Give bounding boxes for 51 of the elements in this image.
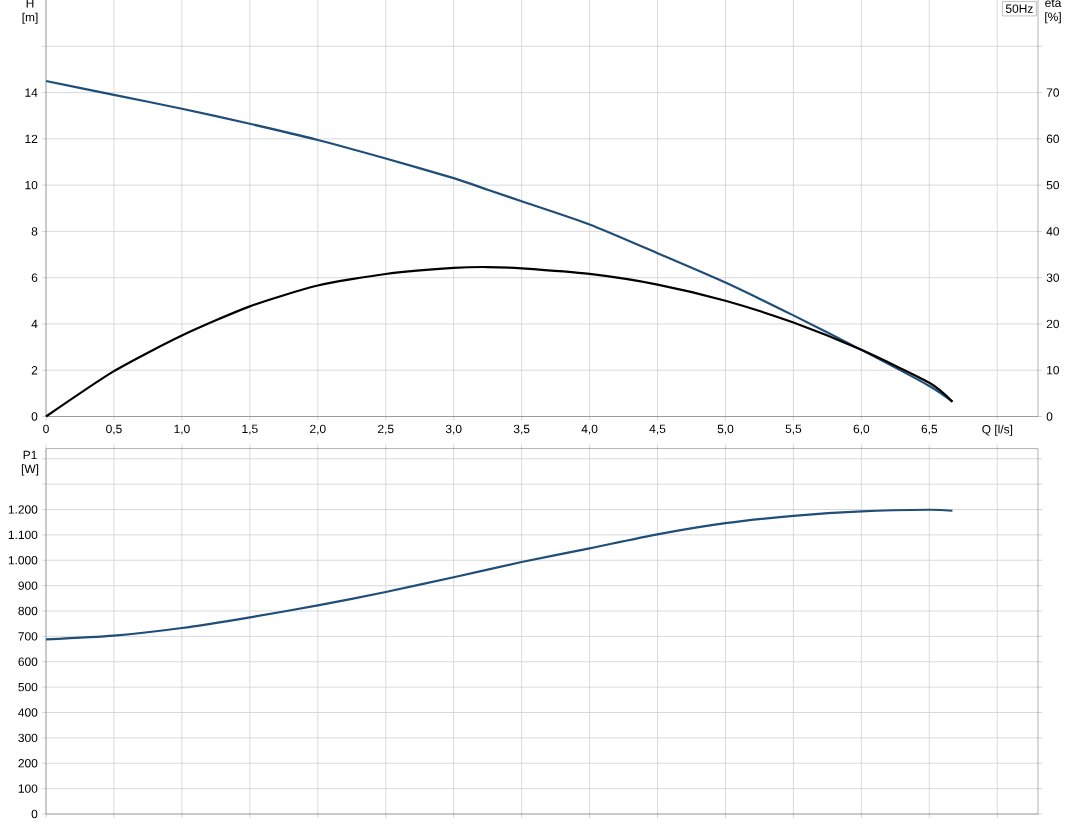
y-tick-label: 0 (31, 412, 38, 421)
x-tick-label: 4,0 (581, 424, 598, 435)
x-tick-label: 1,5 (242, 424, 258, 435)
y-tick-label: 100 (18, 784, 38, 793)
y-tick-label: 6 (31, 273, 38, 282)
line-series (44, 265, 954, 418)
x-tick-label: 2,0 (310, 424, 326, 435)
annotation: 50Hz (1005, 4, 1033, 13)
y-axis-title: H [m] (22, 0, 38, 24)
y-tick-label: 2 (31, 366, 38, 375)
y2-tick-label: 0 (1046, 412, 1053, 421)
y2-tick-label: 40 (1046, 227, 1060, 236)
x-tick-label: 1,0 (174, 424, 190, 435)
y-tick-label: 0 (31, 809, 38, 819)
y-tick-label: 700 (18, 632, 38, 641)
y-tick-label: 400 (18, 708, 38, 717)
y-tick-label: 800 (18, 606, 38, 616)
y-tick-label: 1.100 (8, 530, 38, 540)
y-tick-label: 12 (25, 134, 38, 144)
y2-tick-label: 70 (1046, 88, 1060, 97)
y-tick-label: 600 (18, 657, 38, 666)
y-tick-label: 10 (25, 180, 38, 190)
y-tick-label: 8 (31, 227, 38, 236)
x-tick-label: 3,0 (445, 424, 462, 435)
line-series (44, 79, 954, 403)
y-tick-label: 300 (18, 733, 38, 743)
y-tick-label: 1.000 (8, 556, 38, 565)
y2-tick-label: 60 (1046, 134, 1060, 144)
y-tick-label: 500 (18, 682, 38, 692)
x-tick-label: 3,5 (513, 424, 530, 435)
y-tick-label: 14 (25, 88, 38, 97)
x-tick-label: 6,0 (853, 424, 870, 435)
y2-tick-label: 50 (1046, 180, 1060, 190)
y-tick-label: 200 (18, 759, 38, 768)
y2-tick-label: 10 (1047, 366, 1060, 375)
x-tick-label: 5,0 (717, 424, 734, 435)
x-tick-label: 0,5 (106, 424, 122, 435)
y2-tick-label: 30 (1046, 273, 1060, 282)
y-tick-label: 1.200 (8, 505, 38, 514)
x-tick-label: 6,5 (921, 424, 938, 435)
x-tick-label: 2,5 (378, 424, 394, 435)
x-tick-label: 4,5 (649, 424, 666, 435)
x-axis-title: Q [l/s] (982, 424, 1013, 436)
x-tick-label: 5,5 (785, 424, 802, 435)
y-axis-title: P1 [W] (21, 450, 39, 476)
line-series (44, 508, 954, 641)
y2-tick-label: 20 (1046, 319, 1060, 329)
y-tick-label: 4 (31, 319, 38, 329)
y2-axis-title: eta [%] (1045, 0, 1062, 24)
y-tick-label: 900 (18, 581, 38, 590)
x-tick-label: 0 (43, 424, 49, 434)
